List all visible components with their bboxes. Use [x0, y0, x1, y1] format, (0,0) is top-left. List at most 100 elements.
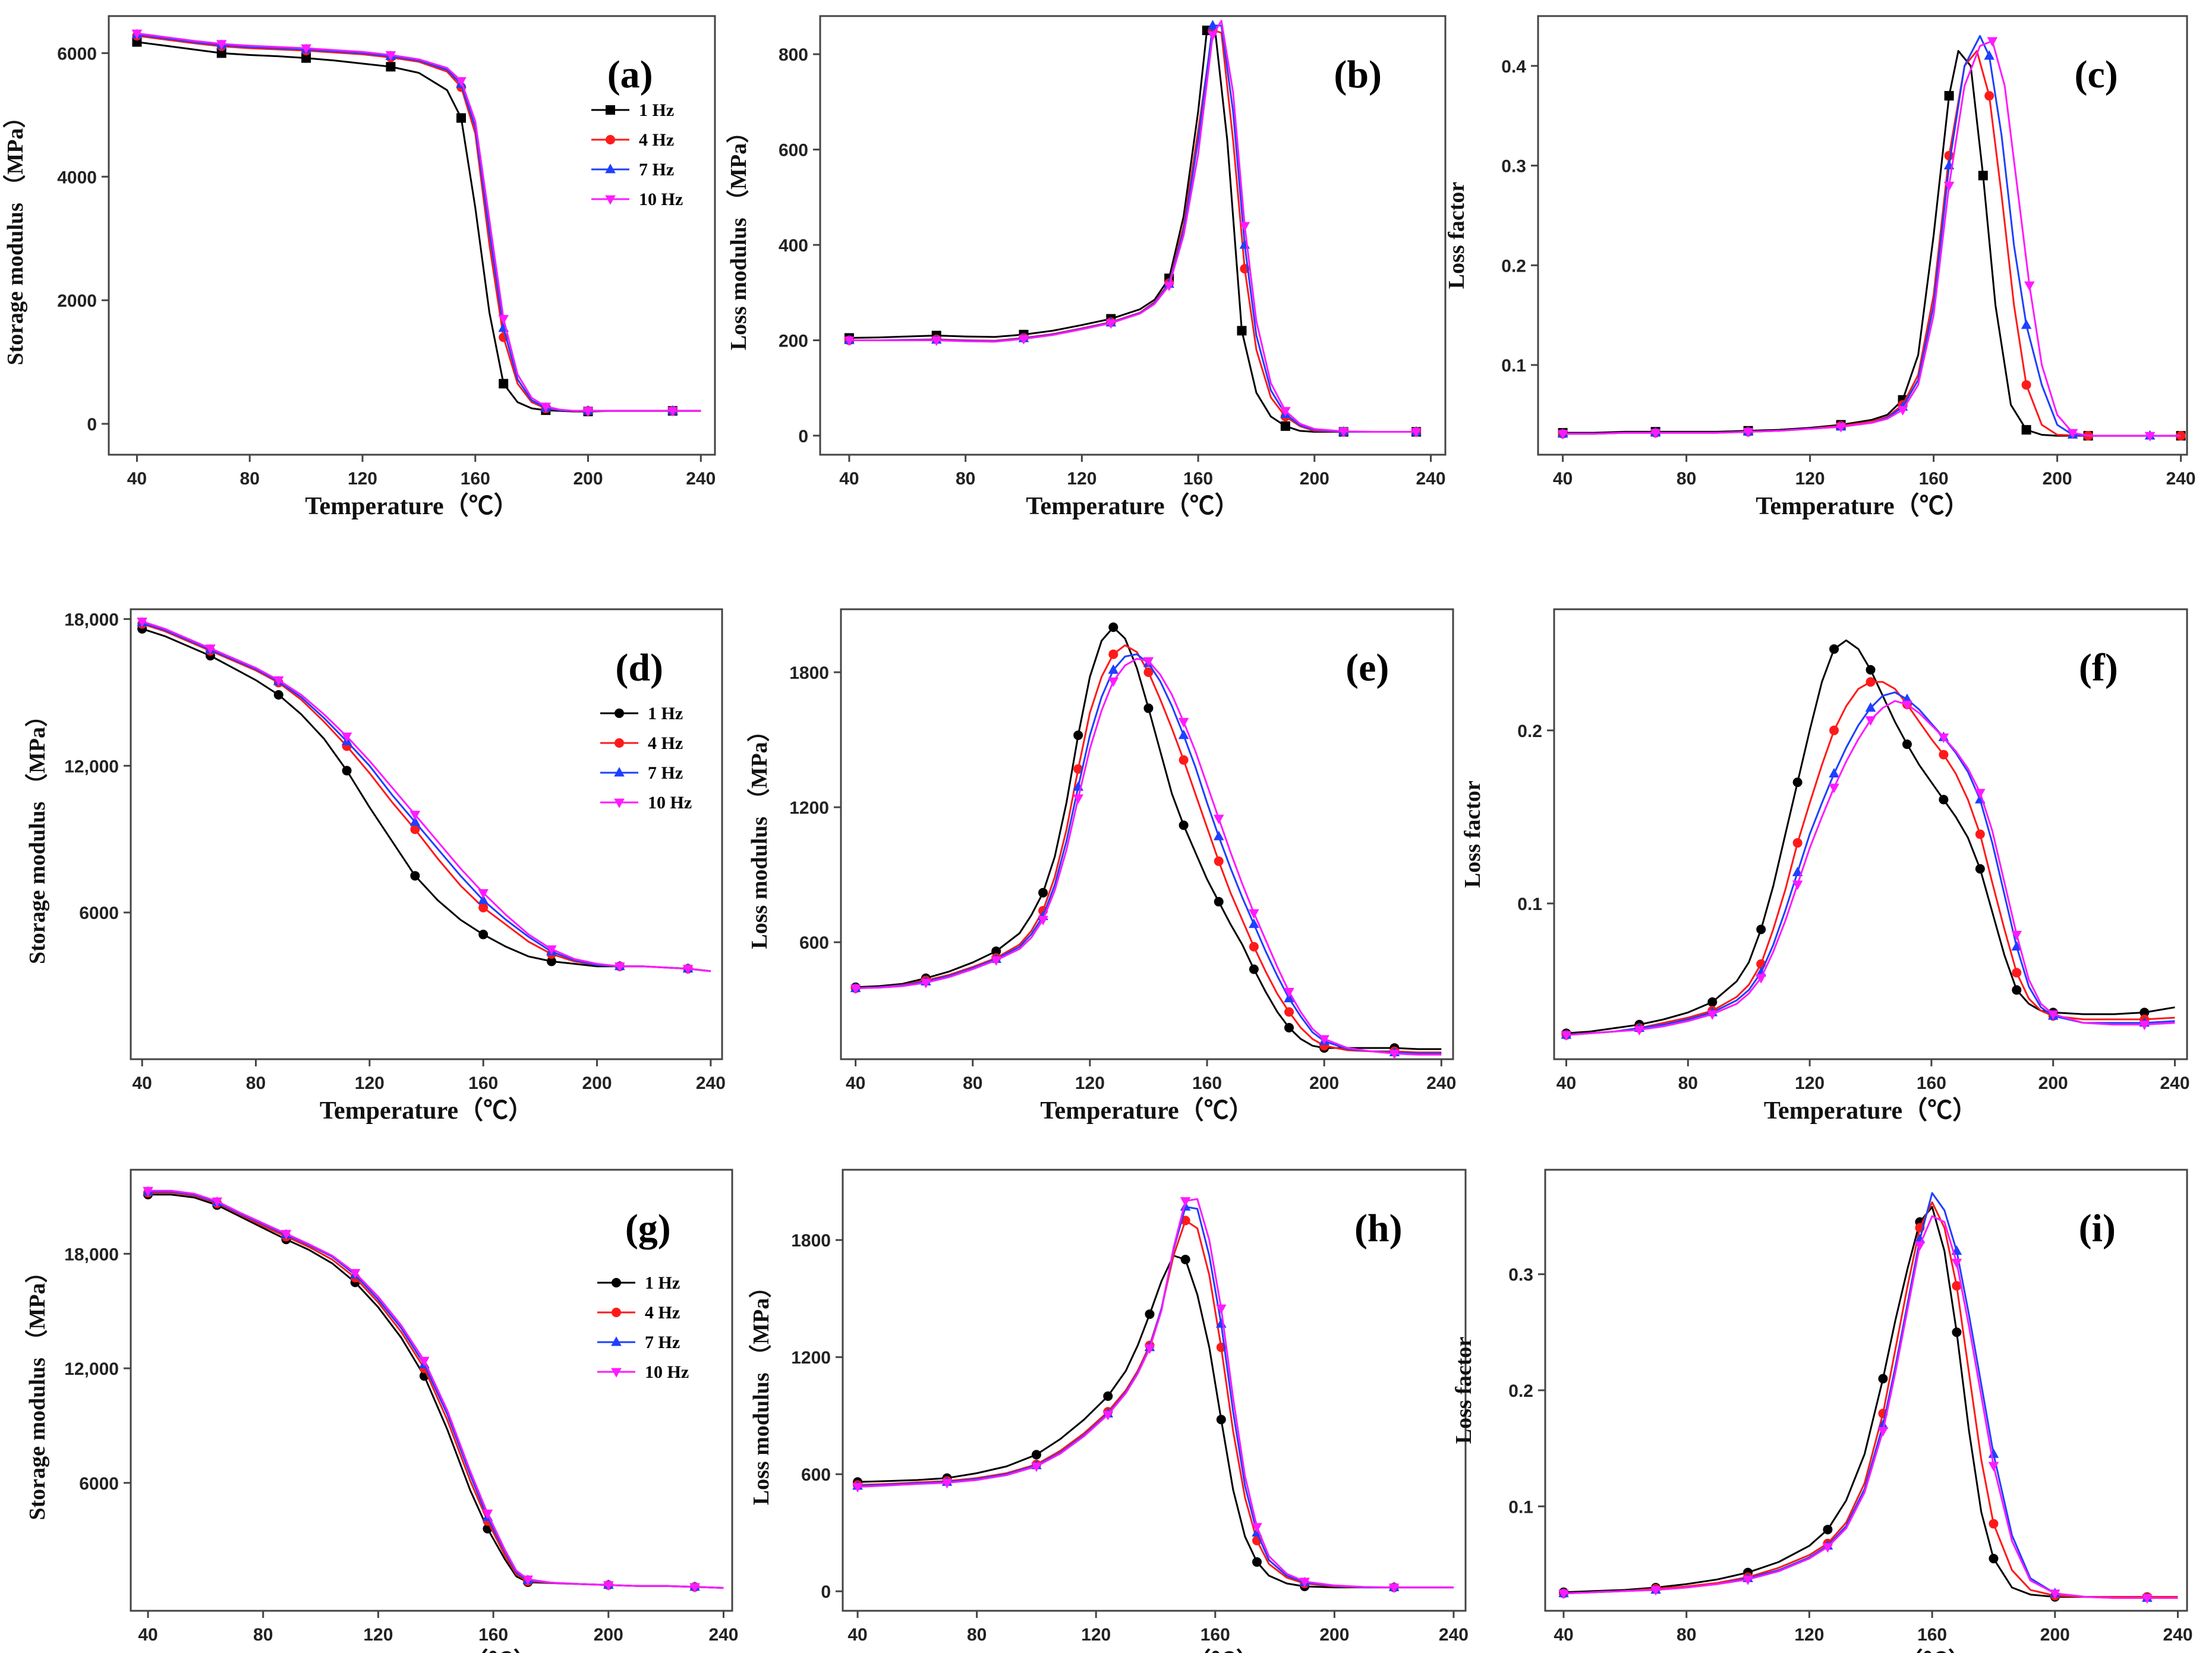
data-point — [281, 1230, 292, 1240]
y-tick-label: 600 — [799, 933, 829, 953]
data-point — [1038, 887, 1048, 898]
series-line — [1563, 1206, 2178, 1598]
x-axis-label: Temperature（℃） — [324, 1648, 538, 1653]
y-tick-label: 6000 — [79, 1474, 119, 1494]
series-line — [858, 1219, 1454, 1589]
data-point — [2011, 941, 2022, 951]
data-point — [1823, 1525, 1833, 1535]
data-point — [1164, 281, 1174, 291]
series-7hz — [1557, 35, 2181, 440]
data-point — [2011, 930, 2022, 940]
legend-marker — [611, 1336, 622, 1346]
data-point — [2047, 1010, 2059, 1020]
series-line — [849, 29, 1417, 433]
x-tick-label: 160 — [1200, 1625, 1230, 1645]
data-point — [216, 48, 226, 58]
x-axis-label: Temperature（℃） — [1759, 1648, 1972, 1653]
data-point — [216, 40, 227, 50]
data-point — [1557, 430, 1568, 440]
data-point — [1829, 644, 1839, 654]
x-tick-label: 240 — [686, 469, 716, 489]
data-point — [1650, 1586, 1661, 1596]
data-point — [682, 965, 694, 975]
data-point — [1897, 406, 1908, 416]
panel-c: 40 80 120 160 200 240 0.1 0.2 0.3 0.4 Temperature（… — [1444, 15, 2196, 520]
data-point — [478, 902, 489, 912]
data-point — [1280, 421, 1290, 431]
x-axis-label: Temperature（℃） — [1040, 1097, 1253, 1125]
data-point — [386, 62, 396, 72]
x-tick-label: 160 — [1919, 469, 1949, 489]
x-tick-label: 240 — [1416, 469, 1446, 489]
data-point — [852, 1483, 863, 1493]
data-point — [1984, 50, 1994, 60]
data-point — [2021, 319, 2032, 329]
legend-label: 1 Hz — [645, 1273, 680, 1293]
data-point — [499, 379, 509, 389]
series-10hz — [844, 20, 1422, 438]
legend-label: 4 Hz — [645, 1303, 680, 1323]
series-line — [858, 1198, 1454, 1589]
y-tick-label: 18,000 — [64, 610, 119, 629]
data-point — [1756, 924, 1766, 934]
legend-label: 10 Hz — [639, 190, 683, 209]
data-point — [409, 816, 421, 826]
data-point — [1178, 717, 1189, 728]
x-axis-label: Temperature（℃） — [1764, 1097, 1977, 1125]
legend-marker — [615, 709, 624, 718]
data-point — [850, 984, 861, 994]
data-point — [2144, 432, 2156, 442]
legend-label: 7 Hz — [648, 763, 683, 783]
x-tick-label: 40 — [1556, 1073, 1576, 1093]
data-point — [2021, 425, 2031, 435]
panel-b: 40 80 120 160 200 240 0 200 400 600 800 Temperature… — [726, 15, 1447, 520]
x-tick-label: 40 — [1553, 469, 1573, 489]
panel-a: 40 80 120 160 200 240 0 2000 4000 6000 Temperature… — [3, 15, 716, 520]
y-tick-label: 4000 — [57, 168, 97, 187]
x-tick-label: 40 — [839, 469, 859, 489]
x-tick-label: 160 — [1192, 1073, 1222, 1093]
data-point — [1951, 1258, 1962, 1268]
x-tick-label: 240 — [1426, 1073, 1456, 1093]
panel-title: (g) — [625, 1207, 671, 1250]
plot-frame — [840, 608, 1454, 1060]
series-line — [1562, 50, 2181, 437]
y-tick-label: 1200 — [791, 1348, 831, 1368]
x-tick-label: 40 — [127, 469, 147, 489]
y-tick-label: 800 — [779, 45, 808, 65]
legend: 1 Hz 4 Hz 7 Hz 10 Hz — [597, 1273, 689, 1382]
x-tick-label: 160 — [468, 1073, 498, 1093]
x-axis-label: Temperature（℃） — [1026, 492, 1239, 520]
data-point — [301, 44, 311, 54]
data-point — [1944, 91, 1954, 101]
data-point — [1143, 703, 1154, 713]
series-4hz — [1561, 677, 2175, 1040]
data-point — [546, 956, 556, 966]
data-point — [1284, 1023, 1294, 1033]
data-point — [1877, 1427, 1889, 1437]
panel-title: (i) — [2079, 1207, 2116, 1250]
x-tick-label: 240 — [708, 1625, 738, 1645]
data-point — [1943, 181, 1955, 191]
x-tick-label: 80 — [1678, 1073, 1698, 1093]
data-point — [689, 1583, 700, 1593]
data-point — [1319, 1035, 1329, 1045]
legend-marker — [606, 105, 615, 115]
y-tick-label: 400 — [779, 236, 808, 256]
y-tick-label: 0 — [87, 415, 97, 434]
data-point — [1249, 942, 1259, 952]
data-point — [1180, 1255, 1190, 1265]
data-point — [1108, 664, 1119, 674]
series-line — [1562, 40, 2181, 437]
series-line — [858, 1205, 1454, 1589]
data-point — [419, 1356, 430, 1367]
data-point — [614, 962, 625, 972]
data-point — [273, 676, 284, 686]
y-tick-label: 0.4 — [1501, 57, 1526, 77]
y-axis-label: Loss modulus （MPa） — [726, 121, 751, 350]
panel-e: 40 80 120 160 200 240 600 1200 1800 Temperature（℃… — [747, 608, 1456, 1125]
data-point — [1207, 20, 1218, 30]
series-line — [1566, 681, 2175, 1036]
y-tick-label: 0.1 — [1508, 1497, 1533, 1517]
data-point — [1108, 622, 1118, 632]
